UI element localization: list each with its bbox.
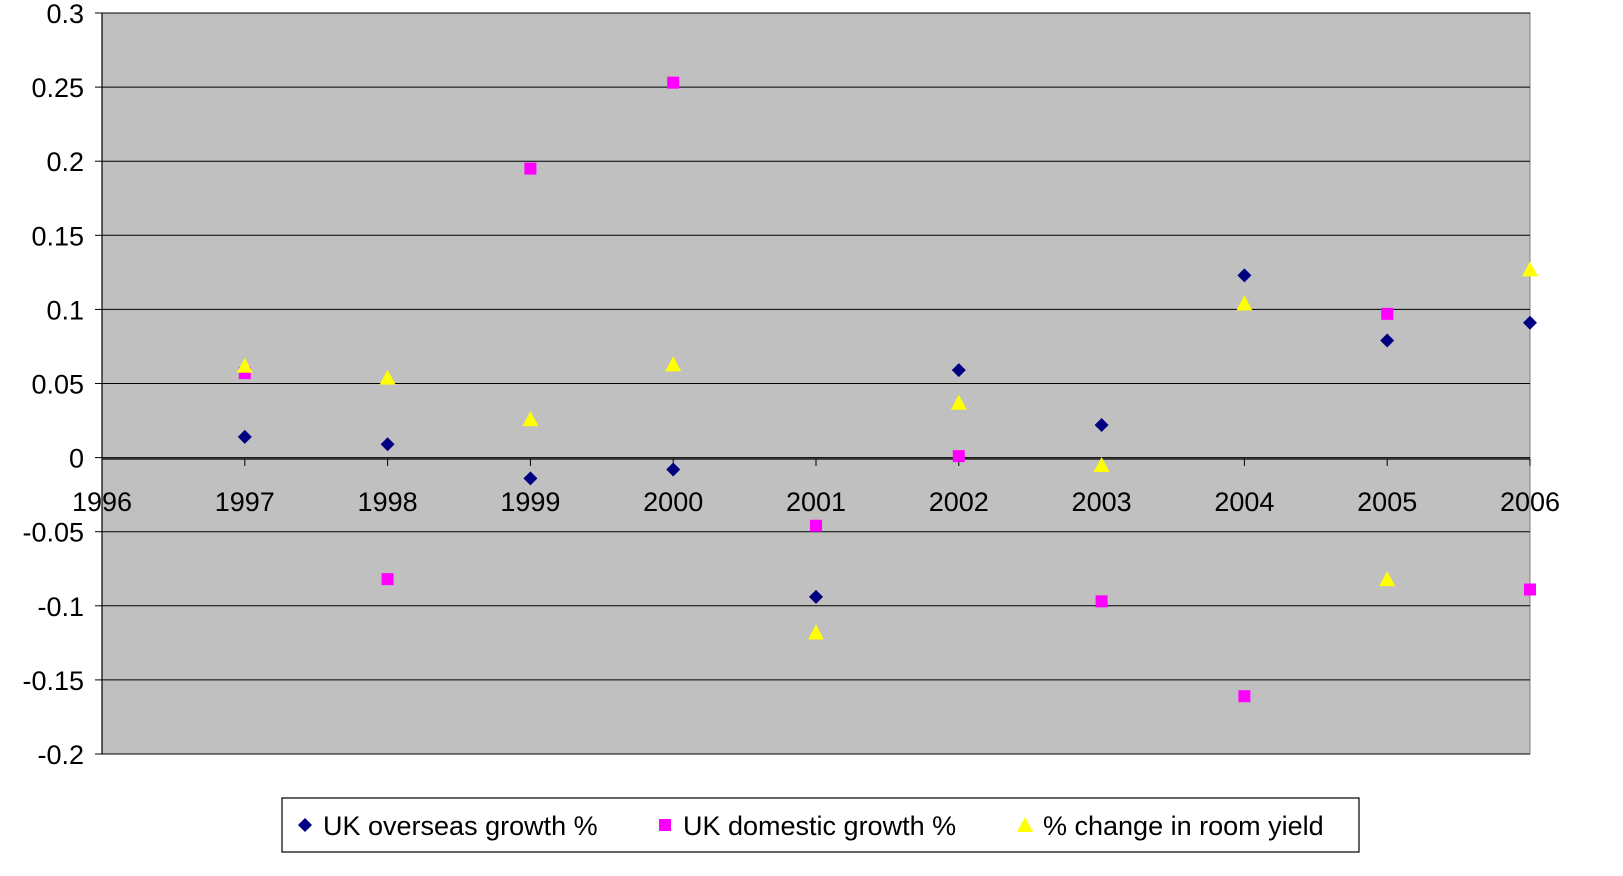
legend: UK overseas growth % UK domestic growth %…: [281, 797, 1360, 853]
legend-box: [281, 797, 1360, 853]
y-tick-label: -0.1: [37, 592, 84, 622]
data-point: [952, 450, 965, 463]
data-point: [1095, 595, 1108, 608]
x-tick-label: 1998: [358, 487, 418, 517]
data-point: [381, 573, 394, 586]
data-point: [237, 429, 252, 444]
x-tick-label: 2002: [929, 487, 989, 517]
data-points: [236, 76, 1538, 703]
data-point: [810, 519, 822, 532]
legend-label: UK domestic growth %: [683, 811, 956, 841]
data-point: [666, 462, 681, 477]
legend-marker-square: [659, 819, 671, 831]
data-point: [808, 624, 824, 640]
x-tick-label: 1997: [215, 487, 275, 517]
x-tick-label: 2000: [643, 487, 703, 517]
series-2: [238, 76, 1536, 703]
series-1: [237, 268, 1537, 604]
y-tick-label: 0.3: [46, 0, 84, 29]
data-point: [1524, 583, 1536, 596]
y-tick-label: 0: [69, 444, 84, 474]
y-tick-label: 0.15: [31, 221, 84, 251]
data-point: [523, 471, 538, 486]
y-tick-label: 0.2: [46, 147, 84, 177]
data-point: [380, 437, 395, 452]
y-tick-label: -0.2: [37, 740, 84, 770]
x-axis-tick-labels: 1996 1997 1998 1999 2000 2001 2002 2003 2004 2005…: [72, 487, 1560, 517]
data-point: [1381, 307, 1394, 320]
data-point: [1379, 571, 1396, 587]
data-point: [1522, 261, 1538, 277]
data-point: [1238, 690, 1251, 703]
legend-marker-triangle: [1017, 817, 1033, 832]
x-tick-label: 2004: [1214, 487, 1274, 517]
x-tick-label: 1999: [500, 487, 560, 517]
series-3: [236, 261, 1538, 640]
data-point: [950, 394, 967, 410]
gridlines: [95, 12, 1530, 755]
x-tick-label: 1996: [72, 487, 132, 517]
x-tick-label: 2006: [1500, 487, 1560, 517]
data-point: [524, 162, 537, 175]
data-point: [809, 589, 823, 604]
data-point: [236, 357, 253, 373]
x-tick-label: 2001: [786, 487, 846, 517]
data-point: [1093, 457, 1110, 473]
data-point: [1380, 333, 1395, 348]
y-tick-label: -0.15: [22, 666, 84, 696]
data-point: [379, 369, 396, 385]
x-tick-label: 2005: [1357, 487, 1417, 517]
y-tick-label: 0.05: [31, 370, 84, 400]
data-point: [1094, 417, 1109, 432]
x-tick-label: 2003: [1072, 487, 1132, 517]
data-point: [1237, 268, 1252, 283]
y-tick-label: 0.25: [31, 73, 84, 103]
y-tick-label: 0.1: [46, 295, 84, 325]
data-point: [1523, 315, 1537, 330]
data-point: [665, 356, 682, 372]
data-point: [1236, 295, 1253, 311]
legend-label: UK overseas growth %: [323, 811, 598, 841]
legend-marker-diamond: [298, 818, 312, 832]
y-tick-label: -0.05: [22, 518, 84, 548]
axes: [101, 13, 1531, 754]
legend-label: % change in room yield: [1043, 811, 1324, 841]
data-point: [522, 411, 539, 427]
data-point: [951, 363, 966, 378]
data-point: [667, 76, 680, 89]
y-axis-tick-labels: 0.3 0.25 0.2 0.15 0.1 0.05 0 -0.05 -0.1 -0.15 -0.2: [22, 0, 84, 770]
